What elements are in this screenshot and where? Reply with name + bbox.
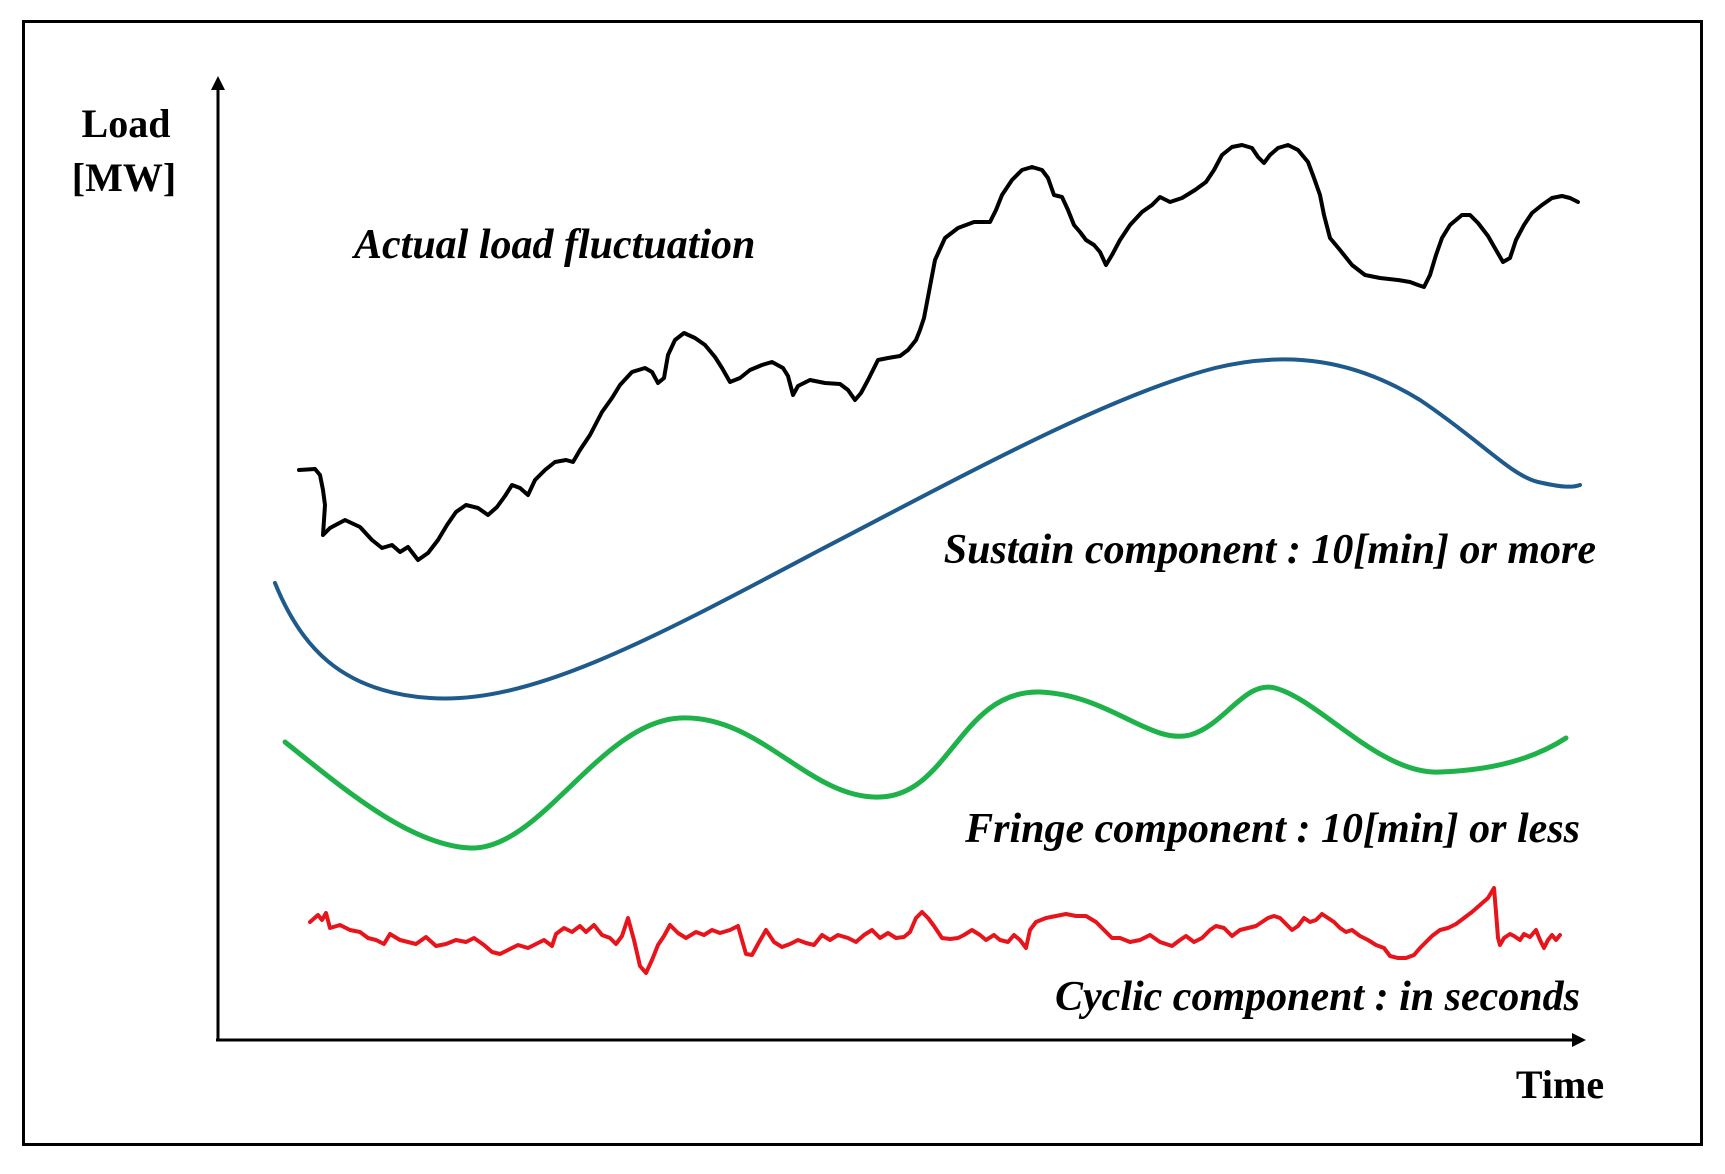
sustain-component-curve <box>273 357 1582 701</box>
actual-load-label: Actual load fluctuation <box>351 222 755 268</box>
x-axis-label: Time <box>1516 1062 1604 1107</box>
y-axis-label-line2: [MW] <box>72 155 176 200</box>
cyclic-component-label: Cyclic component : in seconds <box>1055 974 1580 1020</box>
fringe-component-label: Fringe component : 10[min] or less <box>964 806 1580 852</box>
y-axis-label-line1: Load <box>82 101 171 146</box>
sustain-component-label: Sustain component : 10[min] or more <box>944 527 1596 573</box>
actual-load-curve <box>297 143 1580 562</box>
fringe-component-curve <box>282 684 1569 851</box>
figure-frame <box>22 20 1703 1146</box>
cyclic-component-curve <box>308 886 1562 975</box>
